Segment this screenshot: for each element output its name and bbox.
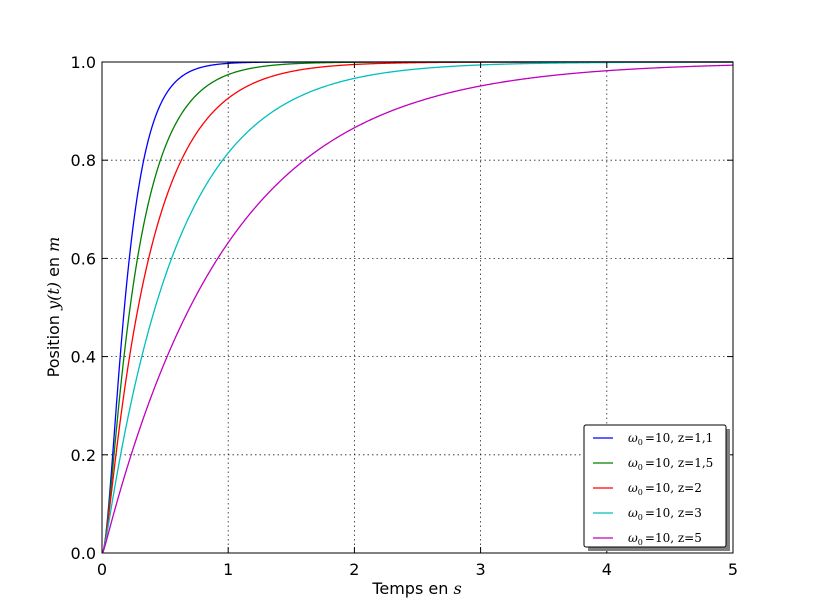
legend-entry: ω0 =10, z=2 bbox=[628, 481, 702, 497]
x-tick-label: 4 bbox=[602, 560, 612, 579]
legend-entry: ω0 =10, z=1,5 bbox=[628, 456, 713, 472]
x-tick-label: 1 bbox=[223, 560, 233, 579]
legend-entry: ω0 =10, z=3 bbox=[628, 506, 702, 522]
y-tick-label: 0.6 bbox=[71, 249, 96, 268]
y-tick-label: 0.8 bbox=[71, 151, 96, 170]
plot-area-frame bbox=[101, 61, 734, 554]
y-axis-label: Position y(t) en m bbox=[44, 237, 63, 378]
legend-entry: ω0 =10, z=5 bbox=[628, 531, 702, 547]
grid-lines bbox=[102, 62, 733, 553]
legend-entry: ω0 =10, z=1,1 bbox=[628, 431, 713, 447]
y-tick-label: 0.4 bbox=[71, 348, 96, 367]
x-tick-label: 3 bbox=[476, 560, 486, 579]
y-tick-label: 1.0 bbox=[71, 53, 96, 72]
legend: ω0 =10, z=1,1 ω0 =10, z=1,5 ω0 =10, z=2 ω0 =10,… bbox=[583, 424, 730, 551]
x-axis-label: Temps en s bbox=[371, 579, 461, 598]
y-tick-label: 0.2 bbox=[71, 446, 96, 465]
series-line bbox=[101, 64, 734, 554]
x-tick-label: 5 bbox=[728, 560, 738, 579]
tick-labels: 0 1 2 3 4 5 0.0 0.2 0.4 0.6 0.8 1.0 bbox=[71, 53, 739, 579]
legend-box bbox=[583, 424, 727, 548]
x-tick-label: 0 bbox=[97, 560, 107, 579]
x-tick-label: 2 bbox=[349, 560, 359, 579]
y-tick-label: 0.0 bbox=[71, 544, 96, 563]
